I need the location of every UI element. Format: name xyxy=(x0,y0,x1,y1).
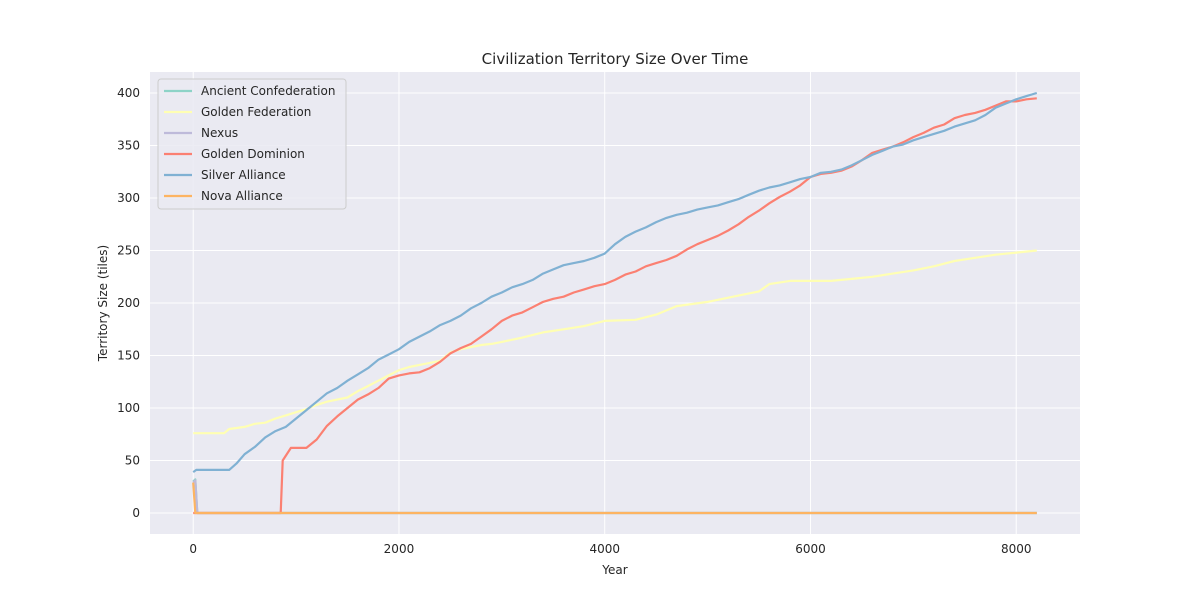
legend-label: Nexus xyxy=(201,126,238,140)
chart-title: Civilization Territory Size Over Time xyxy=(482,50,749,68)
y-axis-label: Territory Size (tiles) xyxy=(96,245,110,362)
x-tick-label: 4000 xyxy=(589,542,620,556)
y-tick-label: 0 xyxy=(132,506,140,520)
y-tick-label: 100 xyxy=(117,401,140,415)
legend-label: Golden Federation xyxy=(201,105,311,119)
y-tick-label: 350 xyxy=(117,139,140,153)
y-tick-label: 50 xyxy=(125,454,140,468)
series-line-silver-alliance xyxy=(192,91,1038,473)
y-tick-label: 400 xyxy=(117,86,140,100)
x-tick-label: 6000 xyxy=(795,542,826,556)
series-line-golden-federation xyxy=(193,249,1037,435)
x-tick-label: 0 xyxy=(189,542,197,556)
legend-label: Ancient Confederation xyxy=(201,84,335,98)
legend-label: Silver Alliance xyxy=(201,168,286,182)
y-tick-label: 250 xyxy=(117,244,140,258)
legend-label: Nova Alliance xyxy=(201,189,283,203)
y-axis-ticks: 0 50 100 150 200 250 300 350 400 xyxy=(117,86,140,520)
series-line-nova-alliance xyxy=(192,482,1037,515)
x-axis-ticks: 0 2000 4000 6000 8000 xyxy=(189,542,1031,556)
x-axis-label: Year xyxy=(601,563,627,577)
legend-label: Golden Dominion xyxy=(201,147,305,161)
x-tick-label: 2000 xyxy=(384,542,415,556)
x-tick-label: 8000 xyxy=(1001,542,1032,556)
series-line-golden-dominion xyxy=(193,97,1037,515)
legend-box xyxy=(157,78,347,210)
series-lines xyxy=(192,91,1038,515)
y-tick-label: 300 xyxy=(117,191,140,205)
legend: Ancient Confederation Golden Federation Ne… xyxy=(157,78,347,210)
y-tick-label: 150 xyxy=(117,349,140,363)
y-tick-label: 200 xyxy=(117,296,140,310)
